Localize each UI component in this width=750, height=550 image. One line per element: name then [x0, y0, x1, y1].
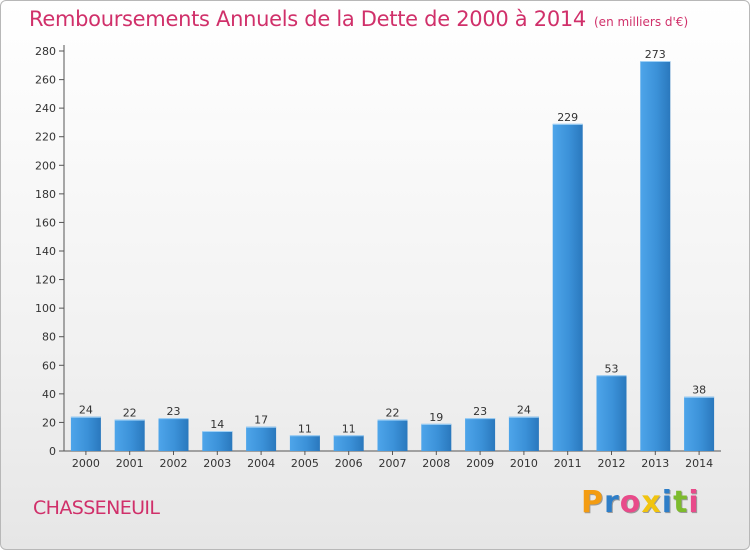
- bar-2001: [114, 419, 145, 451]
- y-tick-label: 80: [42, 331, 56, 344]
- x-tick-label: 2000: [72, 457, 100, 470]
- y-tick-label: 200: [35, 159, 56, 172]
- data-label: 22: [123, 407, 137, 420]
- logo-letter: t: [673, 485, 689, 520]
- x-tick-label: 2009: [466, 457, 494, 470]
- bar-2000: [70, 416, 101, 451]
- data-label: 229: [557, 111, 578, 124]
- logo-letter: x: [641, 485, 662, 520]
- bar-2013: [640, 61, 671, 451]
- logo-letter: o: [619, 485, 642, 520]
- bar-2004: [246, 426, 277, 451]
- x-tick-label: 2012: [598, 457, 626, 470]
- logo-letter: r: [604, 485, 620, 520]
- y-tick-label: 180: [35, 188, 56, 201]
- logo-letter: i: [661, 485, 674, 520]
- x-tick-label: 2002: [160, 457, 188, 470]
- y-tick-label: 0: [49, 445, 56, 458]
- data-label: 23: [167, 405, 181, 418]
- x-tick-label: 2007: [379, 457, 407, 470]
- logo-letter: i: [688, 485, 700, 520]
- data-label: 24: [79, 404, 93, 417]
- bar-2009: [465, 418, 496, 451]
- bar-2003: [202, 431, 233, 451]
- x-tick-label: 2004: [247, 457, 275, 470]
- y-tick-label: 240: [35, 102, 56, 115]
- bar-2008: [421, 423, 452, 451]
- y-tick-label: 220: [35, 131, 56, 144]
- chart-data-labels: 24 22 23 14 17 11 11 22 19 23 24 229 53 273 38: [79, 48, 706, 435]
- data-label: 11: [298, 422, 312, 435]
- x-tick-label: 2011: [554, 457, 582, 470]
- y-tick-label: 280: [35, 45, 56, 58]
- x-tick-label: 2010: [510, 457, 538, 470]
- data-label: 17: [254, 414, 268, 427]
- data-label: 24: [517, 404, 531, 417]
- data-label: 38: [692, 384, 706, 397]
- y-tick-label: 60: [42, 359, 56, 372]
- proxiti-logo[interactable]: Proxiti: [581, 485, 700, 520]
- y-tick-label: 140: [35, 245, 56, 258]
- bar-2007: [377, 419, 408, 451]
- x-tick-label: 2003: [203, 457, 231, 470]
- y-tick-label: 40: [42, 388, 56, 401]
- y-tick-label: 120: [35, 274, 56, 287]
- chart-axes: 0 20 40 60 80 100 120 140 160 180 200 220 240 260 280 2…: [35, 45, 721, 470]
- y-tick-label: 100: [35, 302, 56, 315]
- bar-2005: [289, 435, 320, 451]
- chart-unit: (en milliers d'€): [594, 15, 689, 29]
- bar-2012: [596, 375, 627, 451]
- chart-bars: [70, 61, 715, 451]
- x-tick-label: 2001: [116, 457, 144, 470]
- data-label: 11: [342, 422, 356, 435]
- x-tick-label: 2014: [685, 457, 713, 470]
- x-tick-label: 2013: [641, 457, 669, 470]
- data-label: 14: [210, 418, 224, 431]
- data-label: 273: [645, 48, 666, 61]
- data-label: 53: [605, 362, 619, 375]
- chart-title: Remboursements Annuels de la Dette de 20…: [29, 7, 688, 31]
- data-label: 23: [473, 405, 487, 418]
- y-tick-label: 20: [42, 416, 56, 429]
- bar-2014: [684, 396, 715, 451]
- x-tick-label: 2005: [291, 457, 319, 470]
- x-tick-label: 2008: [422, 457, 450, 470]
- logo-letter: P: [581, 485, 604, 520]
- data-label: 19: [429, 411, 443, 424]
- bar-2010: [508, 416, 539, 451]
- bar-2002: [158, 418, 189, 451]
- bar-2011: [552, 123, 583, 451]
- x-tick-label: 2006: [335, 457, 363, 470]
- bar-2006: [333, 435, 364, 451]
- y-tick-label: 160: [35, 216, 56, 229]
- y-tick-label: 260: [35, 74, 56, 87]
- chart-title-text: Remboursements Annuels de la Dette de 20…: [29, 7, 586, 31]
- data-label: 22: [386, 407, 400, 420]
- commune-name: CHASSENEUIL: [33, 497, 160, 519]
